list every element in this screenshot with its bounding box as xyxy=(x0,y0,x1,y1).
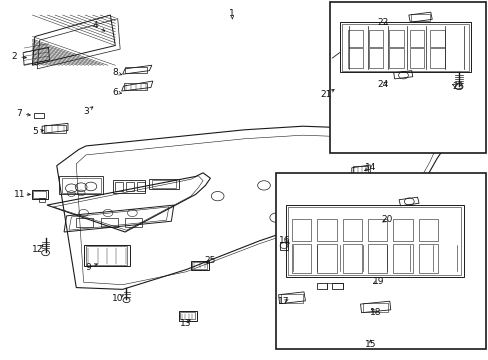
Bar xyxy=(124,83,147,90)
Bar xyxy=(317,220,336,241)
Bar xyxy=(115,182,123,192)
Bar xyxy=(32,190,48,199)
Bar xyxy=(288,207,461,275)
Bar xyxy=(410,14,429,22)
Bar xyxy=(368,31,383,46)
Bar xyxy=(329,3,485,153)
Bar xyxy=(291,244,311,273)
Bar xyxy=(125,218,142,226)
Text: 8: 8 xyxy=(112,68,118,77)
Text: 7: 7 xyxy=(16,109,22,118)
Text: 6: 6 xyxy=(112,87,118,96)
Text: 22: 22 xyxy=(377,18,388,27)
Bar xyxy=(339,22,470,72)
Bar xyxy=(409,48,424,68)
Bar xyxy=(59,176,103,194)
Text: 21: 21 xyxy=(320,90,331,99)
Bar xyxy=(192,262,206,269)
Text: 24: 24 xyxy=(377,81,388,90)
Bar xyxy=(190,261,209,270)
Text: 14: 14 xyxy=(364,163,375,172)
Bar xyxy=(331,283,342,289)
Bar xyxy=(113,180,144,193)
Bar xyxy=(43,125,66,133)
Bar xyxy=(149,179,178,189)
Bar xyxy=(285,205,463,277)
Text: 4: 4 xyxy=(93,21,99,30)
Bar xyxy=(137,182,144,192)
Bar xyxy=(368,48,383,68)
Text: 20: 20 xyxy=(381,215,392,224)
Bar xyxy=(61,178,101,193)
Bar xyxy=(392,220,412,241)
Bar xyxy=(418,220,437,241)
Text: 25: 25 xyxy=(204,256,216,265)
Bar xyxy=(341,24,468,71)
Bar xyxy=(429,31,444,46)
Bar xyxy=(392,244,412,273)
Bar xyxy=(276,173,485,348)
Bar xyxy=(367,244,386,273)
Bar xyxy=(83,244,130,266)
Text: 23: 23 xyxy=(451,82,463,91)
Text: 19: 19 xyxy=(372,276,384,285)
Bar xyxy=(388,31,403,46)
Bar xyxy=(291,220,311,241)
Bar xyxy=(347,31,362,46)
Text: 12: 12 xyxy=(32,246,43,255)
Bar xyxy=(126,182,134,192)
Text: 16: 16 xyxy=(279,237,290,246)
Bar xyxy=(367,220,386,241)
Bar xyxy=(409,31,424,46)
Text: 2: 2 xyxy=(12,52,17,61)
Text: 15: 15 xyxy=(364,341,375,350)
Bar xyxy=(76,218,93,226)
Bar xyxy=(347,48,362,68)
Text: 17: 17 xyxy=(277,297,289,306)
Bar xyxy=(316,283,327,289)
Bar xyxy=(33,192,46,198)
Bar xyxy=(125,67,147,73)
Bar xyxy=(34,113,43,118)
Text: 18: 18 xyxy=(369,308,381,317)
Bar xyxy=(39,198,44,202)
Bar xyxy=(317,244,336,273)
Bar xyxy=(342,244,361,273)
Text: 13: 13 xyxy=(180,319,191,328)
Bar xyxy=(180,312,194,319)
Bar xyxy=(279,242,288,249)
Bar xyxy=(101,218,118,226)
Bar xyxy=(152,180,176,188)
Text: 11: 11 xyxy=(15,190,26,199)
Text: 10: 10 xyxy=(112,294,123,303)
Bar xyxy=(362,303,387,312)
Bar xyxy=(86,246,127,265)
Text: 3: 3 xyxy=(83,107,89,116)
Bar xyxy=(418,244,437,273)
Bar xyxy=(342,220,361,241)
Text: 9: 9 xyxy=(85,264,91,273)
Text: 1: 1 xyxy=(229,9,235,18)
Bar xyxy=(429,48,444,68)
Bar xyxy=(352,166,367,175)
Bar xyxy=(178,311,197,320)
Text: 5: 5 xyxy=(32,127,38,136)
Bar xyxy=(281,294,302,303)
Bar xyxy=(388,48,403,68)
